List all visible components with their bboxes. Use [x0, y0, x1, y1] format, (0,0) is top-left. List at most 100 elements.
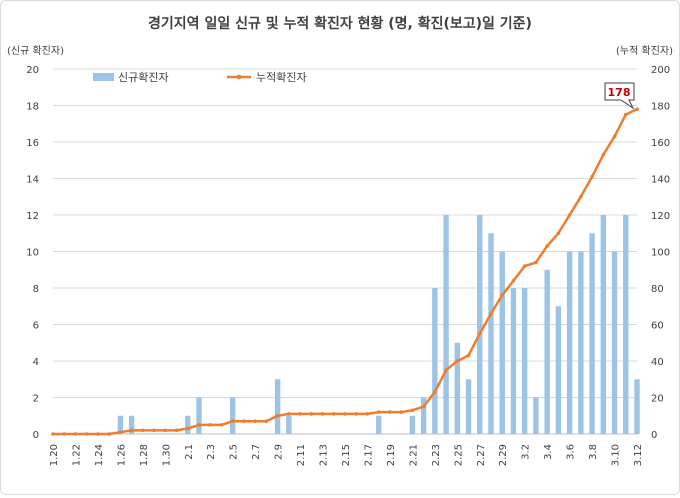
bar — [521, 288, 528, 434]
cumulative-point — [365, 412, 370, 416]
cumulative-point — [287, 412, 291, 416]
right-tick-label: 120 — [651, 211, 670, 222]
left-tick-label: 20 — [26, 65, 39, 76]
x-tick-label: 1.20 — [49, 444, 60, 466]
x-tick-label: 2.17 — [363, 444, 374, 466]
cumulative-point — [141, 428, 145, 433]
left-tick-label: 16 — [26, 138, 39, 149]
x-tick-label: 2.5 — [229, 444, 240, 460]
legend-swatch-new — [93, 73, 114, 81]
legend-label-new: 신규확진자 — [118, 71, 169, 84]
callout-label: 178 — [608, 86, 631, 99]
callout-box — [604, 82, 635, 110]
bar — [510, 288, 517, 434]
cumulative-point — [376, 410, 381, 414]
x-tick-label: 3.10 — [611, 444, 622, 466]
cumulative-point — [84, 432, 89, 436]
cumulative-point — [556, 231, 561, 236]
cumulative-point — [444, 368, 448, 372]
x-tick-label: 2.25 — [453, 444, 464, 466]
cumulative-point — [421, 404, 426, 409]
x-tick-label: 1.24 — [94, 444, 105, 466]
x-tick-label: 1.30 — [161, 444, 172, 466]
bar-series — [117, 215, 640, 434]
bar — [454, 342, 461, 434]
right-tick-label: 40 — [651, 357, 664, 368]
cumulative-point — [298, 412, 302, 416]
cumulative-point — [208, 423, 213, 427]
bar — [432, 288, 438, 434]
cumulative-point — [534, 260, 538, 265]
x-tick-label: 2.29 — [498, 444, 509, 466]
bar — [600, 215, 607, 434]
cumulative-point — [174, 428, 179, 433]
bar — [128, 415, 135, 434]
cumulative-point — [185, 426, 190, 431]
right-tick-label: 160 — [651, 138, 670, 149]
x-tick-label: 2.19 — [386, 444, 397, 466]
cumulative-point — [354, 412, 359, 416]
legend: 신규확진자 누적확진자 — [93, 71, 307, 84]
x-tick-label: 2.13 — [319, 444, 330, 466]
bar — [589, 233, 595, 434]
cumulative-point — [51, 432, 55, 436]
bar — [544, 269, 550, 434]
bar — [578, 251, 584, 434]
left-axis-title: (신규 확진자) — [7, 45, 64, 57]
right-axis-ticks: 0 20 40 60 80 100 120 140 160 180 200 — [651, 65, 670, 441]
cumulative-point — [309, 412, 314, 416]
bar — [477, 215, 483, 434]
legend-marker-cumulative — [236, 74, 242, 80]
left-tick-label: 0 — [33, 430, 39, 441]
bar — [533, 397, 539, 434]
x-tick-label: 2.27 — [476, 444, 487, 466]
left-tick-label: 2 — [33, 394, 39, 405]
cumulative-point — [590, 174, 594, 179]
bar — [465, 379, 472, 434]
cumulative-point — [118, 430, 123, 434]
cumulative-point — [500, 293, 505, 298]
bar — [274, 379, 281, 434]
left-tick-label: 4 — [33, 357, 39, 368]
cumulative-point — [489, 311, 493, 316]
left-tick-label: 18 — [26, 102, 39, 113]
cumulative-point — [612, 134, 617, 139]
cumulative-point — [545, 244, 549, 248]
bar — [196, 397, 202, 434]
cumulative-point — [522, 264, 527, 268]
left-tick-label: 8 — [33, 284, 39, 295]
x-axis-ticks: 1.20 1.22 1.24 1.26 1.28 1.30 2.1 2.3 2.5 2.7 2.9 2… — [49, 444, 644, 466]
right-tick-label: 200 — [651, 65, 670, 76]
x-tick-label: 3.4 — [543, 444, 554, 460]
bar — [286, 415, 292, 434]
left-tick-label: 6 — [33, 321, 39, 332]
cumulative-point — [511, 278, 516, 283]
left-axis-ticks: 0 2 4 6 8 10 12 14 16 18 20 — [26, 65, 39, 441]
bar — [409, 415, 416, 434]
cumulative-point — [331, 412, 336, 416]
cumulative-point — [129, 428, 134, 433]
cumulative-point — [623, 112, 628, 117]
bar — [566, 251, 573, 434]
x-tick-label: 2.11 — [296, 444, 307, 466]
cumulative-point — [320, 412, 325, 416]
bar — [443, 215, 449, 434]
x-tick-label: 2.1 — [184, 444, 195, 460]
x-tick-label: 3.2 — [521, 444, 532, 460]
cumulative-point — [388, 410, 392, 414]
x-tick-label: 3.6 — [566, 444, 577, 460]
x-tick-label: 3.12 — [633, 444, 644, 466]
cumulative-point — [197, 423, 201, 427]
cumulative-point — [163, 428, 168, 433]
x-tick-label: 2.9 — [274, 444, 285, 460]
cumulative-point — [264, 419, 269, 424]
left-tick-label: 10 — [26, 248, 39, 259]
right-tick-label: 0 — [651, 430, 657, 441]
cumulative-point — [579, 194, 583, 199]
chart-title: 경기지역 일일 신규 및 누적 확진자 현황 (명, 확진(보고)일 기준) — [148, 15, 532, 32]
cumulative-point — [253, 419, 257, 424]
bar — [420, 397, 427, 434]
cumulative-point — [96, 432, 100, 436]
